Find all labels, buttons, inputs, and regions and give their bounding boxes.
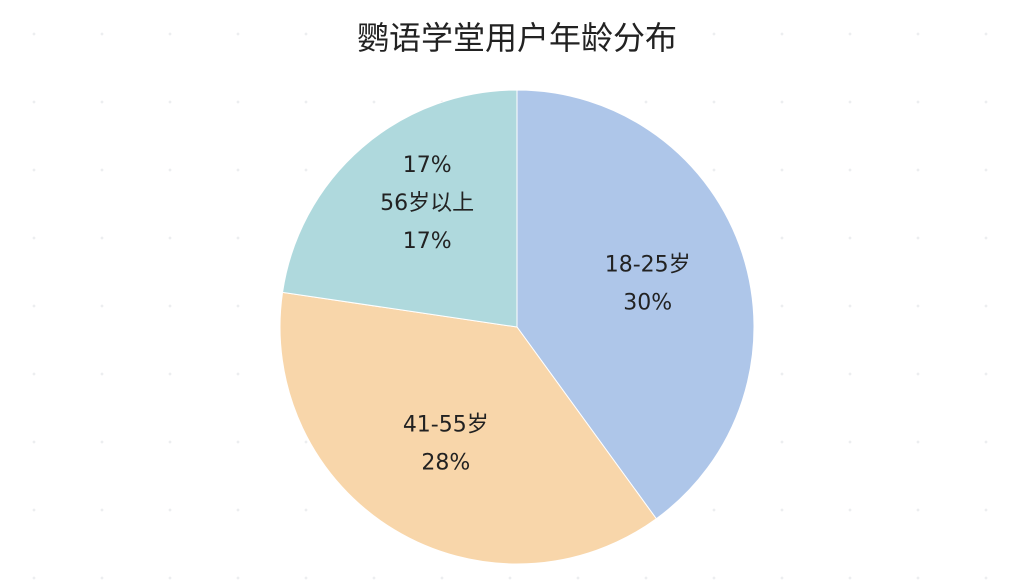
- slice-label: 18-25岁: [605, 253, 691, 278]
- value-label: 28%: [421, 451, 470, 476]
- pie-slice: [516, 89, 755, 520]
- value-label: 30%: [623, 291, 672, 316]
- pie-slice: [279, 291, 658, 565]
- chart-title: 鹦语学堂用户年龄分布: [357, 19, 677, 57]
- slice-label: 56岁以上: [380, 191, 474, 216]
- value-label: 17%: [403, 229, 452, 254]
- slice-label: 41-55岁: [403, 413, 489, 438]
- annotation: 17%: [403, 153, 452, 178]
- pie-slice: [281, 89, 518, 328]
